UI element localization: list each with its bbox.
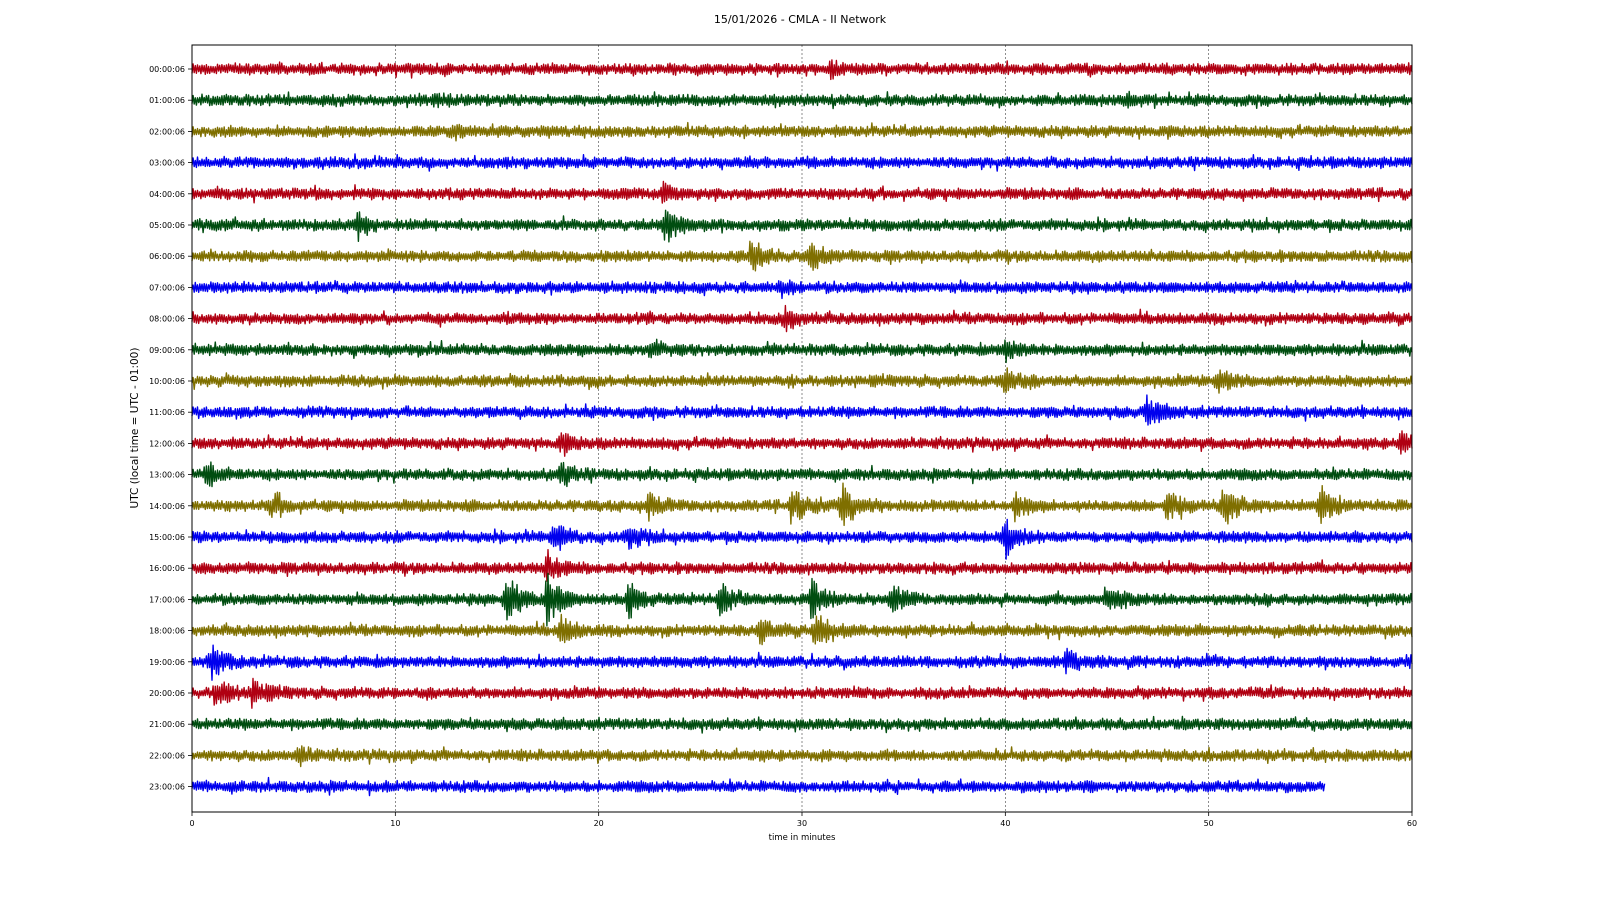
seismic-traces: [191, 59, 1413, 797]
y-tick-label: 05:00:06: [149, 221, 185, 230]
y-tick-label: 11:00:06: [149, 408, 185, 417]
y-tick-label: 10:00:06: [149, 377, 185, 386]
y-tick-label: 00:00:06: [149, 65, 185, 74]
y-tick-label: 22:00:06: [149, 751, 185, 760]
y-tick-label: 20:00:06: [149, 689, 185, 698]
trace-00:00:06: [191, 59, 1413, 81]
trace-08:00:06: [191, 304, 1413, 333]
trace-20:00:06: [191, 677, 1413, 709]
y-tick-label: 16:00:06: [149, 564, 185, 573]
trace-14:00:06: [191, 482, 1413, 527]
x-tick-label: 60: [1407, 819, 1417, 828]
trace-03:00:06: [191, 153, 1413, 172]
y-tick-label: 07:00:06: [149, 283, 185, 292]
y-tick-label: 08:00:06: [149, 315, 185, 324]
trace-10:00:06: [191, 367, 1413, 394]
y-tick-label: 18:00:06: [149, 627, 185, 636]
y-tick-label: 09:00:06: [149, 346, 185, 355]
y-tick-label: 23:00:06: [149, 783, 185, 792]
y-tick-label: 13:00:06: [149, 471, 185, 480]
x-tick-labels: 0 10 20 30 40 50 60: [189, 812, 1417, 828]
trace-12:00:06: [191, 430, 1413, 457]
chart-title: 15/01/2026 - CMLA - II Network: [713, 13, 887, 26]
x-tick-label: 40: [1000, 819, 1010, 828]
x-tick-label: 50: [1204, 819, 1214, 828]
trace-21:00:06: [191, 715, 1413, 734]
y-tick-label: 15:00:06: [149, 533, 185, 542]
trace-19:00:06: [191, 644, 1413, 681]
y-tick-label: 17:00:06: [149, 595, 185, 604]
y-tick-label: 21:00:06: [149, 720, 185, 729]
trace-17:00:06: [191, 572, 1413, 627]
trace-18:00:06: [191, 613, 1413, 646]
y-tick-label: 19:00:06: [149, 658, 185, 667]
trace-09:00:06: [191, 338, 1413, 364]
trace-05:00:06: [191, 209, 1413, 243]
x-tick-label: 30: [797, 819, 807, 828]
trace-11:00:06: [191, 394, 1413, 426]
y-tick-label: 14:00:06: [149, 502, 185, 511]
y-tick-label: 04:00:06: [149, 190, 185, 199]
trace-07:00:06: [191, 279, 1413, 300]
y-tick-label: 03:00:06: [149, 159, 185, 168]
x-tick-label: 10: [390, 819, 400, 828]
trace-13:00:06: [191, 461, 1413, 488]
y-tick-label: 12:00:06: [149, 439, 185, 448]
x-tick-label: 20: [594, 819, 604, 828]
y-tick-label: 02:00:06: [149, 127, 185, 136]
trace-15:00:06: [191, 518, 1413, 560]
y-axis-label: UTC (local time = UTC - 01:00): [129, 348, 141, 509]
trace-02:00:06: [191, 121, 1413, 142]
y-tick-labels: 00:00:06 01:00:06 02:00:06 03:00:06 04:00:06…: [149, 65, 192, 792]
x-tick-label: 0: [189, 819, 194, 828]
y-tick-label: 01:00:06: [149, 96, 185, 105]
trace-06:00:06: [191, 240, 1413, 272]
trace-01:00:06: [191, 90, 1413, 110]
trace-16:00:06: [191, 549, 1413, 582]
trace-22:00:06: [191, 745, 1413, 768]
y-tick-label: 06:00:06: [149, 252, 185, 261]
trace-23:00:06: [191, 776, 1326, 797]
trace-04:00:06: [191, 180, 1413, 204]
x-axis-label: time in minutes: [769, 833, 836, 843]
